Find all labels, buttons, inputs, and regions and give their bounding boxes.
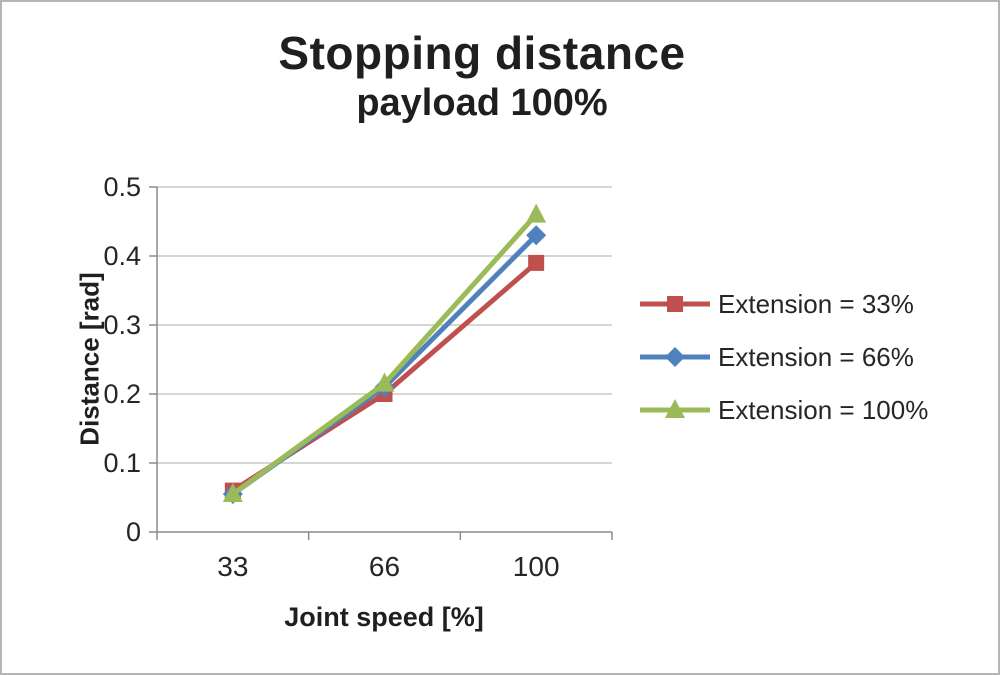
- legend-square-sample: [640, 296, 710, 312]
- legend-diamond-sample: [640, 347, 710, 367]
- x-tick-label: 66: [369, 551, 400, 582]
- legend-item: Extension = 66%: [638, 341, 928, 373]
- triangle-marker: [374, 372, 395, 392]
- x-axis-title: Joint speed [%]: [284, 602, 484, 632]
- legend-label: Extension = 33%: [718, 288, 914, 319]
- legend-triangle-sample: [640, 399, 710, 418]
- legend-item: Extension = 33%: [638, 288, 928, 320]
- square-marker: [528, 254, 545, 271]
- legend-item: Extension = 100%: [638, 394, 928, 426]
- y-tick-label: 0.1: [103, 448, 141, 478]
- x-tick-label: 100: [513, 551, 560, 582]
- triangle-marker: [526, 203, 547, 223]
- series-line: [230, 232, 539, 497]
- square-marker: [667, 296, 683, 312]
- y-tick-label: 0.5: [103, 172, 141, 202]
- triangle-marker: [665, 399, 685, 418]
- y-tick-label: 0.4: [103, 241, 141, 271]
- x-tick-label: 33: [217, 551, 248, 582]
- legend: Extension = 33% Extension = 66% Extension …: [638, 288, 928, 426]
- chart-title-block: Stopping distance payload 100%: [2, 26, 962, 128]
- chart-subtitle: payload 100%: [356, 82, 608, 125]
- y-tick-label: 0.2: [103, 379, 141, 409]
- triangle-marker: [222, 483, 243, 503]
- diamond-marker: [526, 225, 547, 246]
- diamond-marker: [665, 347, 685, 367]
- y-tick-label: 0: [126, 517, 141, 547]
- legend-label: Extension = 66%: [718, 341, 914, 372]
- y-axis-title: Distance [rad]: [74, 272, 105, 446]
- y-tick-label: 0.3: [103, 310, 141, 340]
- legend-label: Extension = 100%: [718, 394, 929, 425]
- chart-title: Stopping distance: [278, 27, 686, 79]
